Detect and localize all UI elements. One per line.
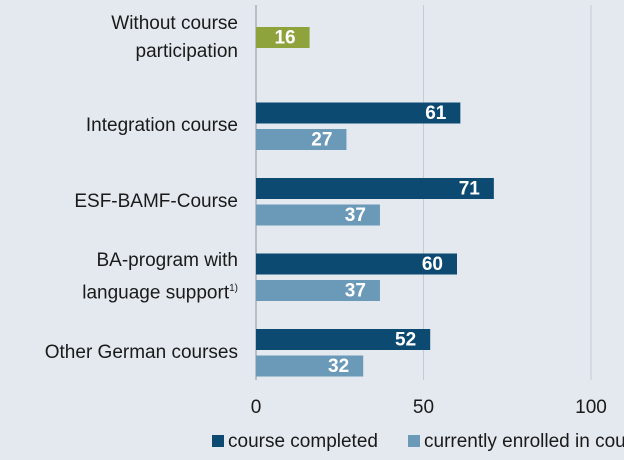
- value-label: 61: [425, 103, 447, 124]
- x-tick-label: 50: [413, 397, 434, 418]
- bar: [256, 27, 310, 48]
- bar: [256, 102, 461, 124]
- value-label: 60: [422, 254, 443, 275]
- bar: [256, 129, 347, 150]
- category-label: BA-program with language support1): [0, 247, 238, 307]
- category-label: ESF-BAMF-Course: [0, 172, 238, 232]
- value-label: 71: [459, 179, 481, 200]
- category-text: Without course participation: [111, 12, 238, 62]
- bar: [256, 204, 380, 226]
- footnote-mark: 1): [229, 283, 238, 295]
- value-label: 32: [328, 356, 349, 377]
- category-text: Other German courses: [44, 341, 238, 363]
- bar: [256, 178, 494, 199]
- category-label: Without course participation: [0, 8, 238, 68]
- legend-swatch: [212, 435, 224, 447]
- category-label: Integration course: [0, 96, 238, 156]
- value-label: 37: [345, 205, 366, 226]
- value-label: 27: [311, 130, 332, 151]
- category-label: Other German courses: [0, 323, 238, 383]
- x-tick-label: 0: [251, 397, 262, 418]
- value-label: 16: [274, 28, 295, 49]
- legend-label: course completed: [228, 431, 378, 452]
- category-text: ESF-BAMF-Course: [74, 190, 238, 212]
- bar: [256, 355, 364, 377]
- value-label: 37: [345, 281, 366, 302]
- legend-swatch: [408, 435, 420, 447]
- bar: [256, 280, 380, 301]
- bar: [256, 253, 457, 275]
- category-text: Integration course: [85, 115, 238, 137]
- x-tick-label: 100: [575, 397, 607, 418]
- legend-label: currently enrolled in course: [424, 431, 624, 452]
- value-label: 52: [395, 330, 416, 351]
- category-text: BA-program with language support: [82, 250, 238, 304]
- bar: [256, 329, 431, 350]
